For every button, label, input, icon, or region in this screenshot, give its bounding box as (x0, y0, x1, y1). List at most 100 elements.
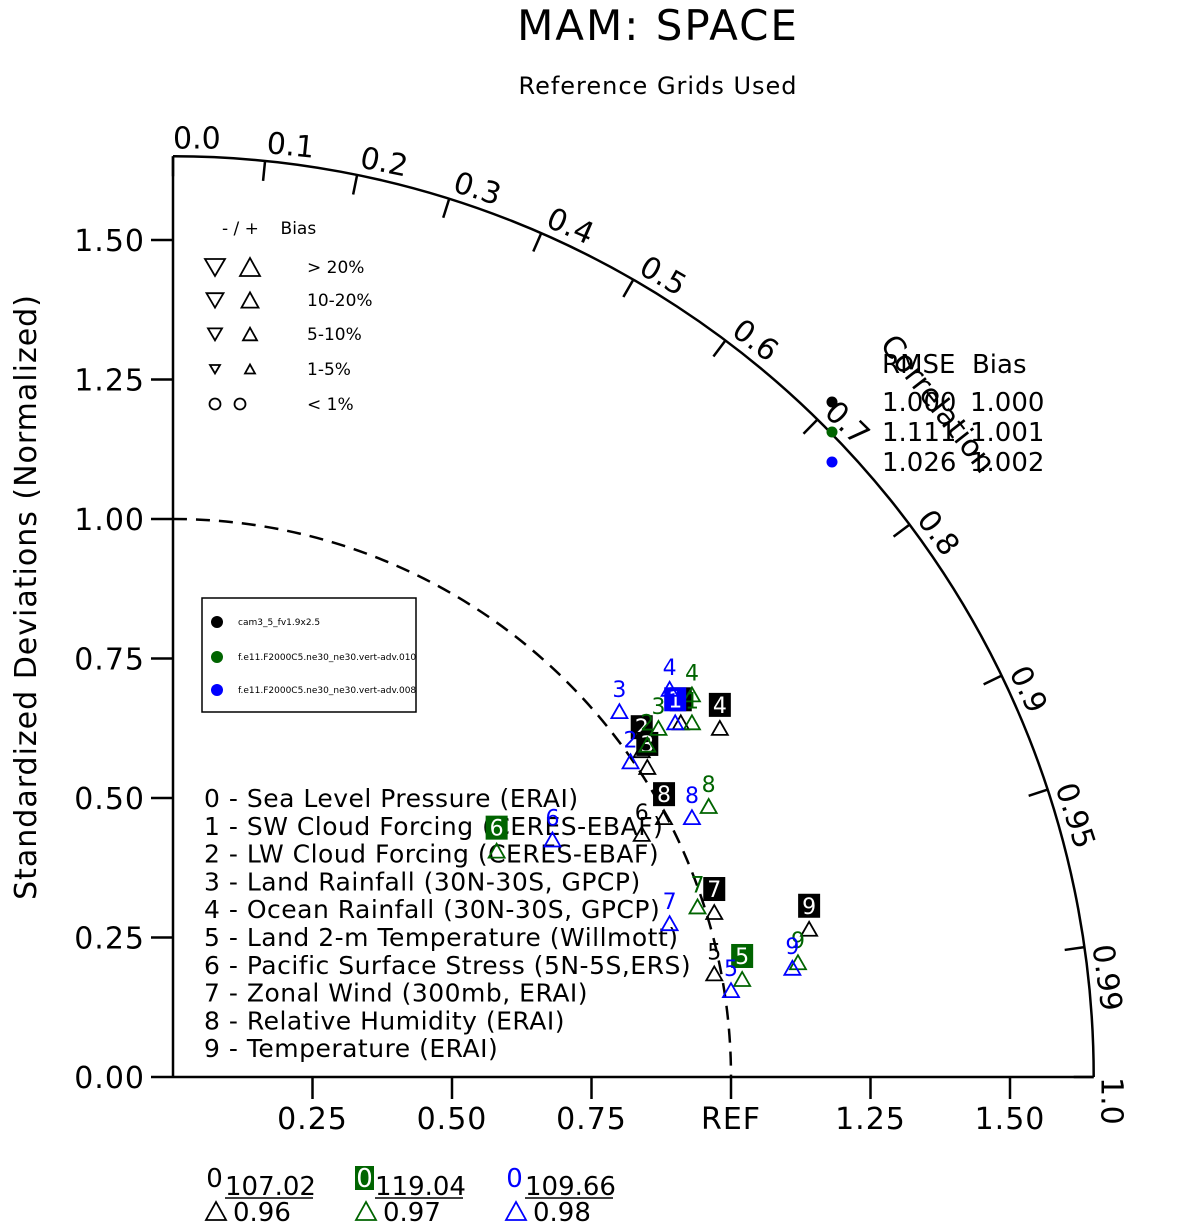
variable-label: 2 - LW Cloud Forcing (CERES-EBAF) (204, 840, 659, 869)
point-marker (699, 797, 719, 814)
point-label: 9 (791, 929, 805, 954)
bias-down-triangle-icon (206, 327, 224, 343)
summary-label: 0 (506, 1164, 523, 1194)
bias-up-triangle-icon (243, 362, 257, 375)
correlation-tick-label: 0.2 (357, 141, 411, 185)
bias-legend-row: > 20% (307, 258, 364, 278)
point-label: 3 (612, 678, 626, 703)
correlation-tick (261, 160, 267, 181)
correlation-tick-label: 0.9 (1002, 660, 1054, 718)
point-label: 7 (663, 890, 677, 915)
rmse-dot-icon (826, 396, 838, 408)
correlation-tick (532, 232, 543, 252)
correlation-tick (351, 174, 359, 195)
bias-down-triangle-icon (208, 364, 222, 376)
point-label: 3 (651, 695, 665, 720)
bias-legend-row: 5-10% (307, 325, 362, 345)
rmse-table-header: RMSE Bias (882, 350, 1027, 380)
point-label-box (485, 815, 508, 840)
point-marker (621, 752, 641, 770)
bias-circle-icon (233, 397, 247, 411)
x-tick-label: 0.75 (556, 1102, 627, 1137)
summary-value: 119.04 (375, 1172, 466, 1202)
y-tick-label: 1.50 (74, 224, 145, 259)
variable-list: 0 - Sea Level Pressure (ERAI)1 - SW Clou… (204, 784, 691, 1063)
point-marker (542, 830, 562, 848)
point-label: 6 (635, 801, 649, 826)
correlation-tick-label: 0.6 (725, 312, 784, 369)
summary-value: 109.66 (525, 1172, 616, 1202)
outer-arc (172, 155, 1095, 1078)
summary-label: 0 (206, 1164, 223, 1194)
model-legend: cam3_5_fv1.9x2.5 f.e11.F2000C5.ne30_ne30.… (201, 597, 417, 713)
point-marker (637, 735, 657, 753)
point-marker (710, 719, 730, 736)
bias-legend-row: 1-5% (307, 360, 351, 380)
series-marker-icon (211, 616, 223, 628)
point-label: 9 (802, 895, 816, 920)
series-name: f.e11.F2000C5.ne30_ne30.vert-adv.010 (238, 653, 416, 663)
point-marker (704, 964, 724, 982)
y-tick-label: 1.00 (74, 503, 145, 538)
model-legend-box (201, 597, 417, 713)
correlation-tick (1028, 788, 1049, 797)
summary-triangle-icon (354, 1200, 378, 1221)
chart-subtitle: Reference Grids Used (518, 72, 797, 100)
correlation-tick-label: 0.7 (817, 394, 876, 452)
correlation-tick-label: 0.8 (910, 504, 967, 563)
variable-label: 0 - Sea Level Pressure (ERAI) (204, 784, 579, 813)
y-tick-label: 0.25 (74, 922, 145, 957)
x-tick-label: 0.25 (277, 1102, 348, 1137)
reference-arc (172, 517, 733, 1078)
point-label: 2 (640, 712, 654, 737)
point-marker (660, 680, 680, 697)
rmse-value: 1.111 (882, 418, 956, 448)
bias-up-triangle-icon (241, 325, 259, 342)
x-tick-label: 1.50 (975, 1102, 1046, 1137)
point-label-box (653, 782, 676, 807)
bias-legend-header: - / + Bias (222, 219, 316, 239)
point-label: 7 (707, 878, 721, 903)
rmse-value: 1.000 (882, 388, 956, 418)
x-tick-label: 0.50 (417, 1102, 488, 1137)
point-label: 8 (702, 773, 716, 798)
point-marker (637, 758, 657, 775)
bias-circle-icon (208, 397, 222, 411)
point-label: 8 (685, 784, 699, 809)
correlation-tick (892, 523, 911, 538)
rmse-dot-icon (826, 426, 838, 438)
axes: 0.000.250.500.751.001.251.500.25 0.50 0.75… (74, 155, 1095, 1137)
point-marker (682, 808, 702, 826)
point-label-box (798, 893, 821, 918)
point-marker (632, 825, 652, 842)
y-tick-label: 0.50 (74, 782, 145, 817)
variable-label: 3 - Land Rainfall (30N-30S, GPCP) (204, 867, 641, 896)
point-label: 6 (490, 817, 504, 842)
summary-correlation: 0.98 (533, 1198, 591, 1227)
point-label: 4 (685, 661, 699, 686)
point-marker (682, 713, 702, 731)
y-axis-label: Standardized Deviations (Normalized) (9, 294, 44, 900)
point-label-box (708, 692, 731, 717)
correlation-tick-label: 1.0 (1094, 1077, 1129, 1125)
point-marker (704, 903, 724, 920)
variable-label: 6 - Pacific Surface Stress (5N-5S,ERS) (204, 951, 691, 980)
correlation-tick (983, 674, 1003, 686)
point-marker (654, 808, 674, 826)
bias-legend-row: < 1% (307, 395, 354, 415)
correlation-tick-label: 0.5 (633, 249, 692, 303)
correlation-tick (712, 339, 727, 358)
correlation-tick (1064, 945, 1085, 952)
point-label: 9 (785, 935, 799, 960)
point-marker (682, 685, 702, 703)
point-label-box (636, 731, 659, 756)
summary-stats: 0 107.020.960 119.040.970 109.660.98 (204, 1164, 616, 1227)
variable-label: 5 - Land 2-m Temperature (Willmott) (204, 923, 679, 952)
summary-correlation: 0.97 (383, 1198, 441, 1227)
point-marker (732, 970, 752, 987)
point-label: 4 (713, 694, 727, 719)
point-label: 4 (663, 656, 677, 681)
data-points: 123456789123456789123456789 (485, 656, 821, 999)
